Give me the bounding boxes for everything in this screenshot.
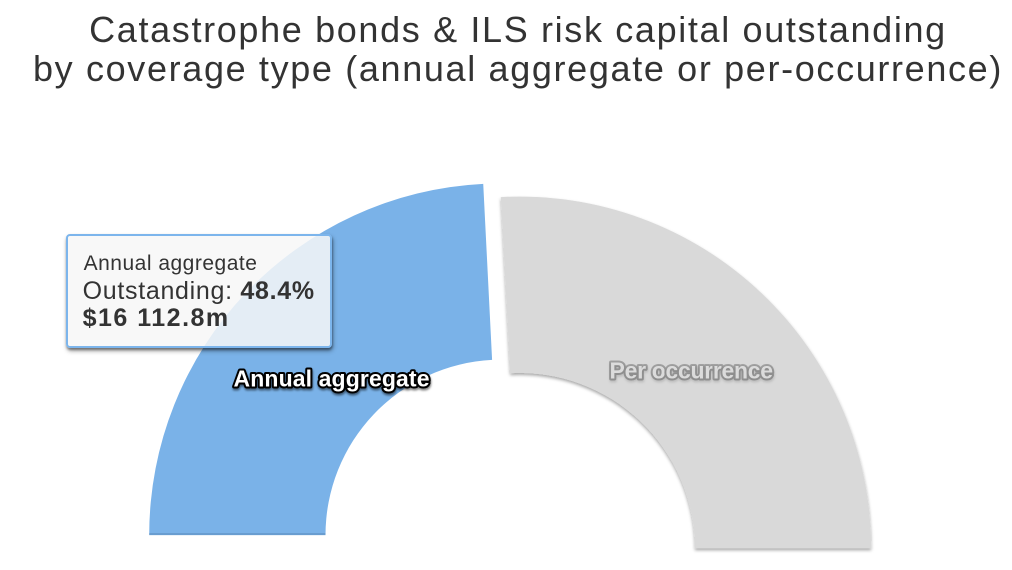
svg-text:Annual aggregate: Annual aggregate bbox=[234, 366, 430, 392]
svg-text:Per occurrence: Per occurrence bbox=[610, 358, 774, 384]
